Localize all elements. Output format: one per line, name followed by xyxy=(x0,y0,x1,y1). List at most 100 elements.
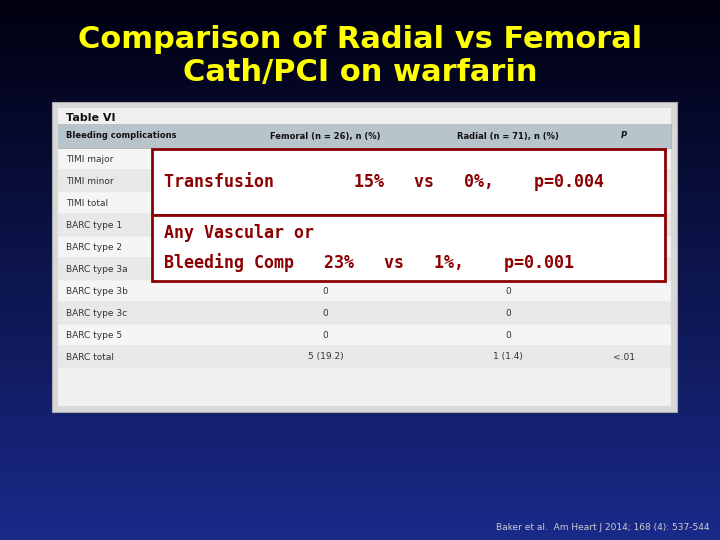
Bar xyxy=(0,481,720,486)
Text: 2 (7.7): 2 (7.7) xyxy=(311,265,341,273)
Bar xyxy=(0,200,720,205)
Bar xyxy=(0,405,720,410)
Text: Comparison of Radial vs Femoral: Comparison of Radial vs Femoral xyxy=(78,25,642,55)
Bar xyxy=(0,437,720,443)
Text: Bleeding complications: Bleeding complications xyxy=(66,132,176,140)
Bar xyxy=(0,459,720,464)
Text: TIMI and BARC bleeding complications among patients who underwent PCI: TIMI and BARC bleeding complications amo… xyxy=(66,127,381,137)
Text: Table VI: Table VI xyxy=(66,113,115,123)
Bar xyxy=(0,416,720,421)
Text: 0: 0 xyxy=(505,199,510,207)
Bar xyxy=(58,148,671,170)
Text: BARC type 5: BARC type 5 xyxy=(66,330,122,340)
Bar xyxy=(0,216,720,221)
Bar xyxy=(0,356,720,362)
Text: 1: 1 xyxy=(323,177,328,186)
Bar xyxy=(58,258,671,280)
Text: TIMI total: TIMI total xyxy=(66,199,108,207)
Text: Transfusion        15%   vs   0%,    p=0.004: Transfusion 15% vs 0%, p=0.004 xyxy=(164,172,604,192)
Bar xyxy=(0,518,720,524)
Bar xyxy=(0,497,720,502)
Text: Cath/PCI on warfarin: Cath/PCI on warfarin xyxy=(183,57,537,86)
Bar xyxy=(0,486,720,491)
Bar xyxy=(0,346,720,351)
Bar xyxy=(0,211,720,216)
Bar xyxy=(0,324,720,329)
Bar xyxy=(0,270,720,275)
Bar xyxy=(0,113,720,119)
Bar xyxy=(0,81,720,86)
Bar xyxy=(0,5,720,11)
Bar xyxy=(58,280,671,302)
Bar xyxy=(0,275,720,281)
Bar xyxy=(0,308,720,313)
Text: Femoral (n = 26), n (%): Femoral (n = 26), n (%) xyxy=(271,132,381,140)
Bar xyxy=(0,108,720,113)
Bar xyxy=(0,32,720,38)
Bar xyxy=(0,248,720,254)
Bar xyxy=(0,43,720,49)
Text: 0: 0 xyxy=(505,308,510,318)
Text: 0: 0 xyxy=(505,220,510,230)
Bar xyxy=(0,535,720,540)
Bar xyxy=(0,394,720,400)
Bar xyxy=(0,76,720,81)
Text: Radial (n = 71), n (%): Radial (n = 71), n (%) xyxy=(356,132,457,140)
Text: BARC type 3c: BARC type 3c xyxy=(66,308,127,318)
Text: 0: 0 xyxy=(323,308,328,318)
Text: BARC type 3b: BARC type 3b xyxy=(66,287,128,295)
Bar xyxy=(0,281,720,286)
Text: 1 (1.4): 1 (1.4) xyxy=(493,242,523,252)
Bar xyxy=(0,178,720,184)
Bar xyxy=(0,232,720,238)
Bar xyxy=(0,319,720,324)
Text: P: P xyxy=(621,132,627,140)
Bar xyxy=(0,227,720,232)
Text: Radial (n = 71), n (%): Radial (n = 71), n (%) xyxy=(457,132,559,140)
Text: .17: .17 xyxy=(617,242,631,252)
Bar xyxy=(0,49,720,54)
Bar xyxy=(0,22,720,27)
Text: 0: 0 xyxy=(323,330,328,340)
Text: Femoral (n = 26), n (%): Femoral (n = 26), n (%) xyxy=(190,132,300,140)
Bar xyxy=(0,362,720,367)
Bar xyxy=(0,373,720,378)
Bar xyxy=(0,259,720,265)
Bar xyxy=(0,383,720,389)
Bar xyxy=(0,508,720,513)
Bar xyxy=(0,146,720,151)
Text: .02: .02 xyxy=(617,265,631,273)
Bar xyxy=(0,151,720,157)
Text: Any Vascular or: Any Vascular or xyxy=(164,225,314,242)
Bar xyxy=(0,443,720,448)
Bar xyxy=(58,124,671,148)
Text: BARC total: BARC total xyxy=(66,353,114,361)
Text: BARC type 2: BARC type 2 xyxy=(66,242,122,252)
Bar xyxy=(0,378,720,383)
Bar xyxy=(0,351,720,356)
Bar xyxy=(0,292,720,297)
Bar xyxy=(0,86,720,92)
Bar xyxy=(0,157,720,162)
Bar xyxy=(0,286,720,292)
Bar xyxy=(0,265,720,270)
Bar xyxy=(0,432,720,437)
Bar xyxy=(0,448,720,454)
Text: TIMI minor: TIMI minor xyxy=(66,177,114,186)
Bar xyxy=(0,27,720,32)
Text: Bleeding complications: Bleeding complications xyxy=(66,132,176,140)
Text: 0: 0 xyxy=(323,287,328,295)
Bar xyxy=(0,103,720,108)
Bar xyxy=(58,170,671,192)
Bar xyxy=(0,389,720,394)
Bar xyxy=(0,297,720,302)
Text: TIMI major: TIMI major xyxy=(66,154,113,164)
Bar xyxy=(0,502,720,508)
Bar xyxy=(0,130,720,135)
Text: 0: 0 xyxy=(323,220,328,230)
Bar xyxy=(0,173,720,178)
Bar xyxy=(152,215,665,281)
Bar xyxy=(58,214,671,236)
Bar xyxy=(0,140,720,146)
Text: 1 (1.4): 1 (1.4) xyxy=(493,265,523,273)
